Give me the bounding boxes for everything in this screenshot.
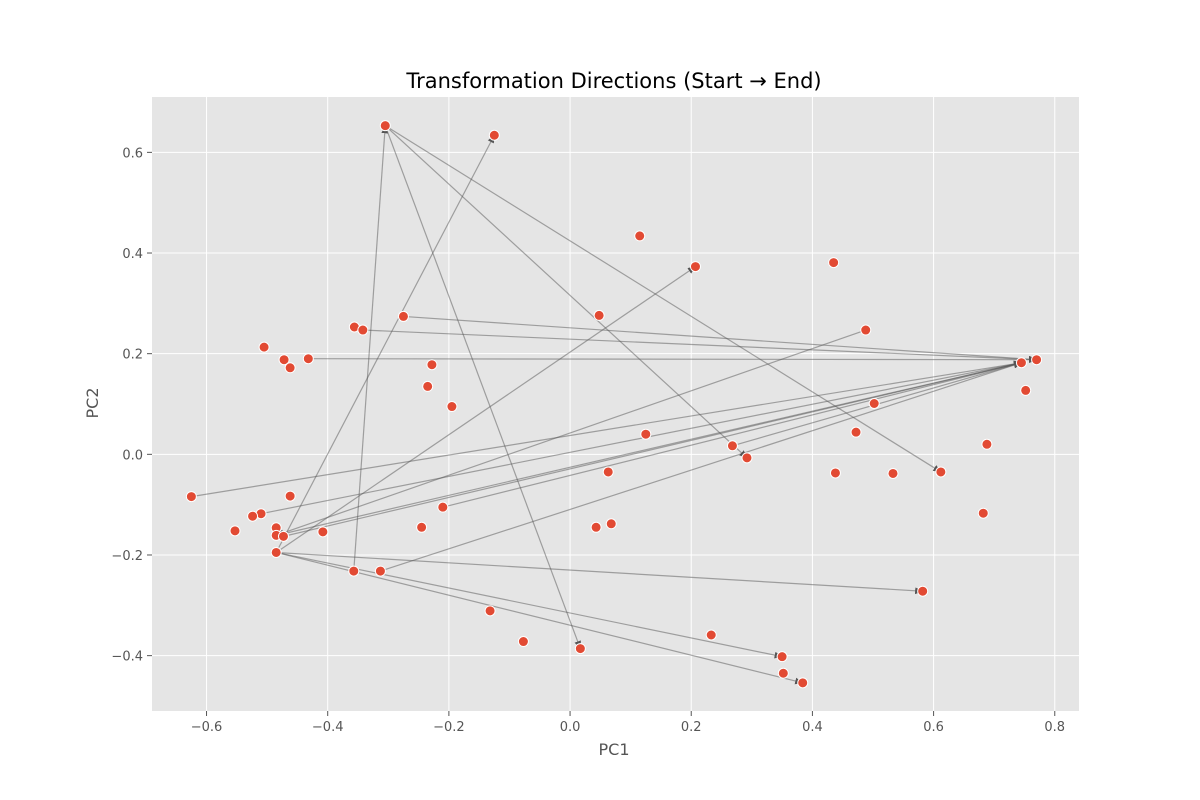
data-point [868,397,880,409]
transformation-arrow [275,134,495,553]
data-point [258,341,270,353]
y-tick-label: −0.4 [111,650,143,665]
data-point [302,353,314,365]
data-point [829,467,841,479]
data-point [705,629,717,641]
chart-title: Transformation Directions (Start → End) [405,69,821,93]
data-point [1031,354,1043,366]
transformation-arrow [276,551,783,659]
data-point [860,324,872,336]
transformation-arrow [380,361,1023,572]
data-point [917,585,929,597]
data-point [634,230,646,242]
x-tick-label: 0.8 [1044,720,1065,735]
data-point [741,452,753,464]
x-tick-label: 0.4 [802,720,823,735]
data-point [416,521,428,533]
data-point [640,428,652,440]
data-point [777,667,789,679]
y-tick-label: −0.2 [111,549,143,564]
data-point [357,324,369,336]
x-tick-label: 0.2 [681,720,702,735]
transformation-arrow [283,361,1023,537]
data-point [593,309,605,321]
data-point [1015,357,1027,369]
data-point [270,546,282,558]
data-point [374,565,386,577]
data-point [422,380,434,392]
data-point [517,636,529,648]
data-point [348,565,360,577]
transformation-arrow [362,329,1038,363]
x-tick-label: −0.2 [433,720,465,735]
x-tick-label: 0.0 [560,720,581,735]
data-point [229,525,241,537]
data-point [379,120,391,132]
data-point [981,438,993,450]
transformation-arrow [275,266,697,553]
data-point [726,440,738,452]
y-tick-label: 0.6 [122,146,143,161]
data-point [317,526,329,538]
transformation-arrow [276,551,924,595]
transformation-arrow [191,360,1023,498]
plot-background [152,97,1079,711]
data-point [446,401,458,413]
transformation-arrow [384,125,942,473]
data-point [426,359,438,371]
data-point [284,490,296,502]
transformation-arrow [308,356,1038,364]
transformation-arrow [403,315,1038,363]
transformation-arrow [442,361,1023,508]
x-tick-label: −0.6 [191,720,223,735]
data-point [828,257,840,269]
y-tick-label: 0.4 [122,247,143,262]
data-point [1020,384,1032,396]
data-point [887,467,899,479]
data-point [977,507,989,519]
transformation-arrow [384,125,581,650]
data-point [935,466,947,478]
transformation-arrow [260,360,1023,515]
data-point [689,261,701,273]
data-point [590,521,602,533]
data-point [488,129,500,141]
data-point [602,466,614,478]
transformation-arrow [275,329,866,537]
data-point [397,310,409,322]
transformation-arrow [276,551,804,685]
data-point [185,491,197,503]
data-point [278,354,290,366]
x-tick-label: −0.4 [312,720,344,735]
data-point [284,362,296,374]
transformation-arrow [384,125,748,459]
plot-area: −0.6 −0.4 −0.2 0.0 0.2 0.4 0.6 0.8 −0.4 −0.2 0.0 0.… [111,97,1079,735]
data-point [484,605,496,617]
x-axis-label: PC1 [599,740,630,759]
data-point [247,510,259,522]
y-tick-label: 0.2 [122,348,143,363]
data-point [776,651,788,663]
y-tick-label: 0.0 [122,448,143,463]
data-point [277,530,289,542]
data-point [797,677,809,689]
transformation-arrow [353,124,389,572]
data-point [437,501,449,513]
x-tick-label: 0.6 [923,720,944,735]
y-axis-label: PC2 [83,388,102,419]
data-point [850,426,862,438]
data-point [605,518,617,530]
data-point [574,643,586,655]
